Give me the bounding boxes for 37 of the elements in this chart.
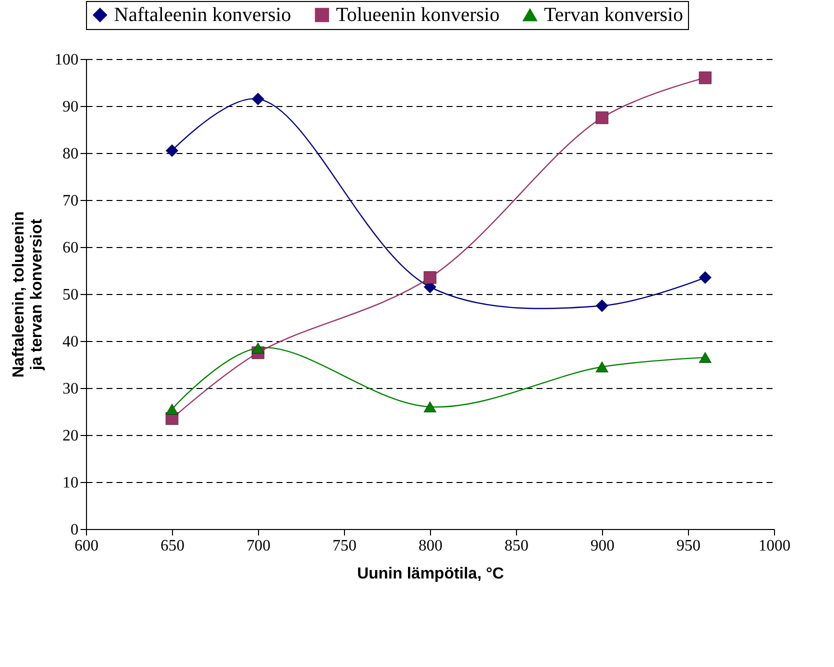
y-tick-label: 60: [62, 240, 78, 256]
y-tick-label: 0: [70, 522, 78, 538]
x-tick-label: 850: [504, 538, 528, 554]
point: [596, 111, 608, 124]
y-tick-label: 50: [62, 286, 78, 304]
legend-label: Naftaleenin konversio: [114, 4, 292, 26]
x-tick-label: 800: [418, 538, 442, 554]
point: [698, 352, 712, 363]
x-tick-label: 900: [590, 538, 614, 554]
point: [424, 271, 436, 284]
point: [424, 401, 436, 412]
x-tick-label: 650: [160, 538, 184, 554]
x-tick-label: 950: [676, 538, 700, 554]
y-tick-label: 20: [62, 428, 78, 444]
x-tick-label: 750: [332, 538, 356, 554]
point: [252, 92, 264, 106]
y-axis-title: Naftaleenin, tolueenin ja tervan konversiot: [10, 211, 46, 378]
y-tick-label: 90: [62, 98, 78, 116]
point: [698, 271, 712, 284]
legend-label: Tolueenin konversio: [336, 4, 500, 26]
y-tick-label: 30: [62, 380, 78, 398]
legend-label: Tervan konversio: [544, 4, 684, 26]
y-tick-label: 40: [62, 334, 78, 350]
point: [596, 299, 608, 312]
x-axis-title: Uunin lämpötila, °C: [357, 566, 504, 582]
point: [252, 342, 264, 354]
y-tick-label: 100: [54, 52, 78, 68]
point: [166, 144, 178, 157]
x-tick-label: 700: [246, 538, 270, 554]
x-tick-label: 600: [74, 538, 98, 554]
y-tick-label: 70: [62, 192, 78, 210]
y-tick-label: 10: [62, 474, 78, 492]
point: [166, 404, 178, 415]
point: [596, 361, 608, 372]
x-tick-label: 1000: [758, 538, 790, 554]
y-tick-label: 80: [62, 146, 78, 162]
point: [698, 72, 712, 84]
